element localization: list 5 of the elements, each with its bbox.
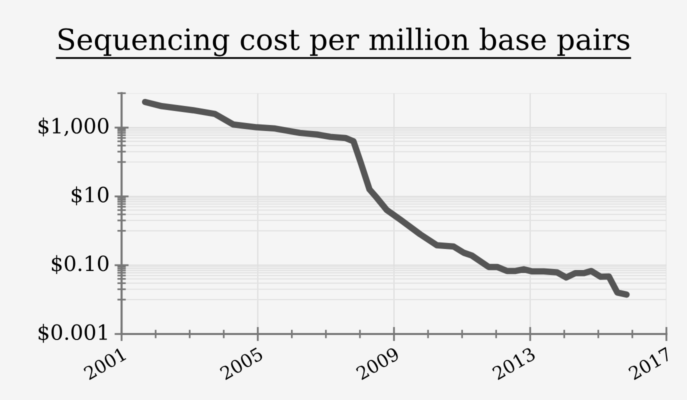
chart-title: Sequencing cost per million base pairs [58,28,630,56]
y-tick-label: $1,000 [38,118,108,136]
y-tick-label: $10 [72,186,108,206]
y-tick-label: $0.10 [52,255,108,274]
y-tick-label: $0.001 [38,324,107,343]
